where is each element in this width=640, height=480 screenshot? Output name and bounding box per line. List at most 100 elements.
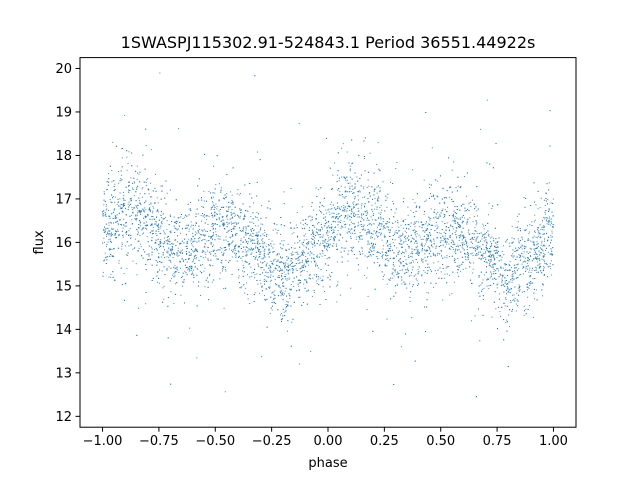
- data-point: [509, 261, 511, 263]
- data-point: [174, 253, 176, 255]
- data-point: [196, 232, 198, 234]
- data-point: [537, 208, 539, 210]
- data-point: [162, 252, 164, 254]
- data-point: [325, 137, 327, 139]
- data-point: [116, 203, 118, 205]
- data-point: [237, 250, 239, 252]
- data-point: [233, 212, 235, 214]
- data-point: [346, 232, 348, 234]
- data-point: [228, 261, 230, 263]
- data-point: [228, 208, 230, 210]
- data-point: [151, 216, 153, 218]
- data-point: [535, 236, 537, 238]
- data-point: [546, 276, 548, 278]
- data-point: [230, 228, 232, 230]
- data-point: [277, 264, 279, 266]
- data-point: [463, 236, 465, 238]
- data-point: [282, 308, 284, 310]
- data-point: [212, 204, 214, 206]
- data-point: [520, 246, 522, 248]
- data-point: [136, 274, 138, 276]
- data-point: [211, 250, 213, 252]
- data-point: [436, 224, 438, 226]
- data-point: [219, 236, 221, 238]
- data-point: [401, 283, 403, 285]
- data-point: [272, 262, 274, 264]
- data-point: [449, 294, 451, 296]
- data-point: [213, 234, 215, 236]
- data-point: [317, 278, 319, 280]
- data-point: [305, 266, 307, 268]
- data-point: [174, 265, 176, 267]
- data-point: [324, 263, 326, 265]
- data-point: [136, 165, 138, 167]
- data-point: [142, 154, 144, 156]
- data-point: [284, 263, 286, 265]
- data-point: [362, 253, 364, 255]
- data-point: [366, 256, 368, 258]
- data-point: [137, 204, 139, 206]
- data-point: [298, 122, 300, 124]
- data-point: [504, 305, 506, 307]
- data-point: [196, 267, 198, 269]
- data-point: [552, 236, 554, 238]
- data-point: [295, 268, 297, 270]
- data-point: [476, 215, 478, 217]
- data-point: [105, 205, 107, 207]
- data-point: [404, 219, 406, 221]
- data-point: [334, 227, 336, 229]
- data-point: [132, 248, 134, 250]
- data-point: [169, 254, 171, 256]
- data-point: [498, 237, 500, 239]
- data-point: [265, 271, 267, 273]
- data-point: [539, 252, 541, 254]
- data-point: [500, 315, 502, 317]
- data-point: [428, 253, 430, 255]
- data-point: [326, 227, 328, 229]
- data-point: [439, 214, 441, 216]
- data-point: [270, 307, 272, 309]
- data-point: [353, 212, 355, 214]
- data-point: [473, 236, 475, 238]
- data-point: [475, 245, 477, 247]
- data-point: [506, 293, 507, 295]
- data-point: [507, 283, 509, 285]
- data-point: [156, 225, 158, 227]
- data-point: [183, 259, 185, 261]
- data-point: [276, 254, 278, 256]
- data-point: [221, 270, 223, 272]
- data-point: [318, 234, 320, 236]
- data-point: [451, 200, 453, 202]
- data-point: [419, 236, 421, 238]
- data-point: [531, 282, 533, 284]
- data-point: [398, 260, 400, 262]
- data-point: [533, 221, 535, 223]
- data-point: [263, 253, 265, 255]
- data-point: [139, 193, 141, 195]
- data-point: [335, 243, 337, 245]
- data-point: [482, 257, 484, 259]
- data-point: [465, 195, 467, 197]
- data-point: [401, 246, 403, 248]
- data-point: [378, 224, 380, 226]
- data-point: [541, 240, 543, 242]
- data-point: [313, 209, 315, 211]
- data-point: [278, 253, 280, 255]
- data-point: [347, 179, 349, 181]
- data-point: [141, 255, 143, 257]
- data-point: [141, 188, 143, 190]
- data-point: [215, 203, 217, 205]
- data-point: [351, 185, 353, 187]
- data-point: [240, 257, 242, 259]
- data-point: [388, 243, 390, 245]
- data-point: [373, 208, 375, 210]
- chart-title: 1SWASPJ115302.91-524843.1 Period 36551.4…: [121, 33, 536, 52]
- data-point: [510, 301, 512, 303]
- data-point: [306, 224, 308, 226]
- data-point: [161, 262, 163, 264]
- data-point: [458, 235, 460, 237]
- data-point: [533, 248, 535, 250]
- data-point: [214, 239, 216, 241]
- data-point: [379, 189, 381, 191]
- data-point: [462, 247, 464, 249]
